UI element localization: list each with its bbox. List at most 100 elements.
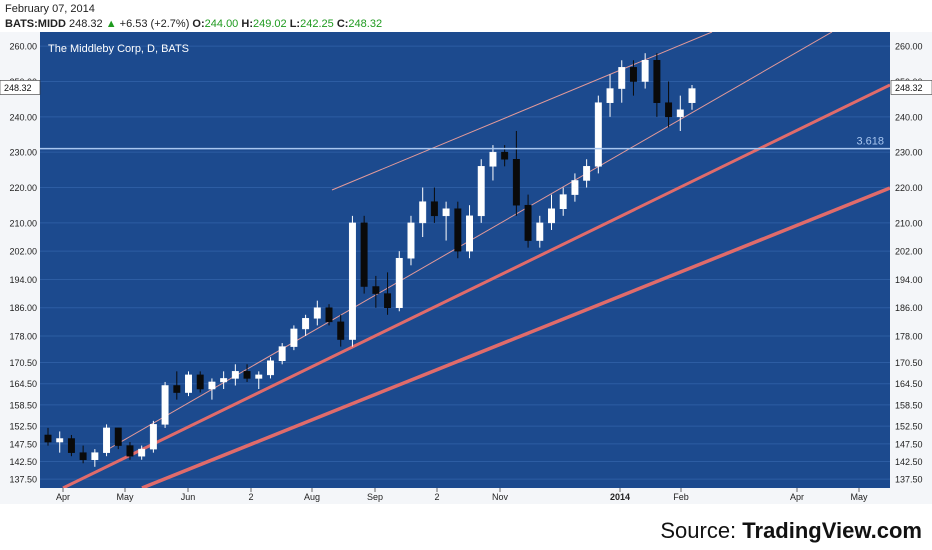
candle-body bbox=[430, 201, 438, 217]
plot-background bbox=[40, 32, 890, 488]
candle-body bbox=[688, 88, 696, 103]
candle-body bbox=[91, 452, 99, 460]
y-tick-label-right: 164.50 bbox=[895, 379, 923, 389]
y-tick-label-left: 137.50 bbox=[9, 475, 37, 485]
y-tick-label-right: 260.00 bbox=[895, 42, 923, 52]
candle-body bbox=[665, 102, 673, 118]
chart-title: The Middleby Corp, D, BATS bbox=[48, 43, 189, 55]
x-axis-bg bbox=[40, 488, 890, 504]
quote-line: BATS:MIDD 248.32 ▲ +6.53 (+2.7%) O:244.0… bbox=[5, 18, 382, 30]
candle-body bbox=[442, 208, 450, 217]
y-tick-label-right: 152.50 bbox=[895, 422, 923, 432]
open-label: O: bbox=[192, 18, 205, 30]
y-tick-label-right: 170.50 bbox=[895, 358, 923, 368]
candle-body bbox=[290, 328, 298, 347]
y-tick-label-right: 194.00 bbox=[895, 275, 923, 285]
fib-level-label: 3.618 bbox=[856, 136, 884, 148]
right-axis-bg bbox=[890, 32, 932, 504]
last-price: 248.32 bbox=[68, 18, 103, 30]
price-change: +6.53 (+2.7%) bbox=[119, 18, 190, 30]
candle-body bbox=[313, 307, 321, 319]
high-value: 249.02 bbox=[252, 18, 287, 30]
x-tick-label: 2 bbox=[248, 492, 253, 502]
candle-body bbox=[79, 452, 87, 460]
y-tick-label-right: 240.00 bbox=[895, 112, 923, 122]
candle-body bbox=[501, 151, 509, 160]
y-tick-label-left: 142.50 bbox=[9, 457, 37, 467]
y-tick-label-right: 220.00 bbox=[895, 183, 923, 193]
candle-body bbox=[653, 60, 661, 103]
x-axis: Apr May Jun 2 Aug Sep 2 Nov 2014 Feb Apr May bbox=[40, 488, 890, 504]
candle-body bbox=[220, 378, 228, 383]
price-chart[interactable]: 3.618 137.50 137.50 142.50 142.50 147.50 147.… bbox=[0, 32, 932, 504]
last-price-marker-right bbox=[890, 80, 932, 95]
y-tick-label-left: 158.50 bbox=[9, 400, 37, 410]
x-tick-label: Jun bbox=[181, 492, 196, 502]
candle-body bbox=[629, 67, 637, 82]
y-tick-label-left: 194.00 bbox=[9, 275, 37, 285]
y-tick-label-left: 220.00 bbox=[9, 183, 37, 193]
candle-body bbox=[419, 201, 427, 224]
trendlines bbox=[62, 32, 891, 490]
x-tick-label: Feb bbox=[673, 492, 689, 502]
x-tick-label: May bbox=[116, 492, 134, 502]
candle-body bbox=[524, 204, 532, 241]
y-tick-label-left: 240.00 bbox=[9, 112, 37, 122]
candle-body bbox=[641, 60, 649, 82]
candle-body bbox=[571, 180, 579, 195]
last-price-label-left: 248.32 bbox=[4, 83, 32, 93]
y-tick-label-left: 147.50 bbox=[9, 439, 37, 449]
thin-resistance-line bbox=[331, 32, 713, 191]
high-label: H: bbox=[241, 18, 253, 30]
y-tick-label-right: 230.00 bbox=[895, 148, 923, 158]
x-tick-label: May bbox=[850, 492, 868, 502]
fib-level: 3.618 bbox=[40, 136, 890, 150]
y-tick-label-left: 164.50 bbox=[9, 379, 37, 389]
candle-body bbox=[348, 222, 356, 340]
candle-body bbox=[138, 448, 146, 457]
lower-channel-line bbox=[141, 186, 891, 490]
close-label: C: bbox=[336, 18, 349, 30]
candle-body bbox=[44, 434, 52, 443]
candle-body bbox=[243, 371, 251, 379]
y-tick-label-left: 152.50 bbox=[9, 422, 37, 432]
candle-body bbox=[149, 424, 157, 450]
x-tick-label: Apr bbox=[790, 492, 804, 502]
candle-body bbox=[395, 257, 403, 308]
candle-body bbox=[161, 385, 169, 425]
left-axis-bg bbox=[0, 32, 40, 504]
y-tick-label-left: 170.50 bbox=[9, 358, 37, 368]
candle-body bbox=[559, 194, 567, 209]
source-credit: Source: TradingView.com bbox=[660, 518, 922, 544]
x-tick-label: 2014 bbox=[610, 492, 630, 502]
candle-body bbox=[360, 222, 368, 287]
candle-body bbox=[126, 445, 134, 457]
candle-body bbox=[454, 208, 462, 252]
close-value: 248.32 bbox=[348, 18, 383, 30]
candle-body bbox=[67, 438, 75, 453]
candle-body bbox=[512, 159, 520, 206]
candle-body bbox=[56, 438, 64, 443]
x-tick-label: Apr bbox=[56, 492, 70, 502]
candle-body bbox=[114, 427, 122, 446]
y-tick-label-right: 210.00 bbox=[895, 218, 923, 228]
candle-body bbox=[196, 374, 204, 390]
candle-body bbox=[466, 215, 473, 252]
y-tick-label-right: 186.00 bbox=[895, 303, 923, 313]
candle-body bbox=[583, 166, 591, 181]
y-tick-label-right: 178.00 bbox=[895, 332, 923, 342]
candle-body bbox=[302, 318, 310, 330]
candles bbox=[44, 53, 696, 467]
candle-body bbox=[548, 208, 555, 224]
candle-body bbox=[103, 427, 111, 453]
candle-body bbox=[676, 109, 684, 118]
candle-body bbox=[372, 286, 380, 294]
candle-body bbox=[325, 307, 333, 323]
candle-body bbox=[231, 371, 239, 379]
grid-lines bbox=[40, 45, 890, 480]
candle-body bbox=[489, 151, 497, 167]
open-value: 244.00 bbox=[204, 18, 239, 30]
candle-body bbox=[618, 67, 626, 89]
candle-body bbox=[407, 222, 415, 259]
y-tick-label-right: 137.50 bbox=[895, 475, 923, 485]
